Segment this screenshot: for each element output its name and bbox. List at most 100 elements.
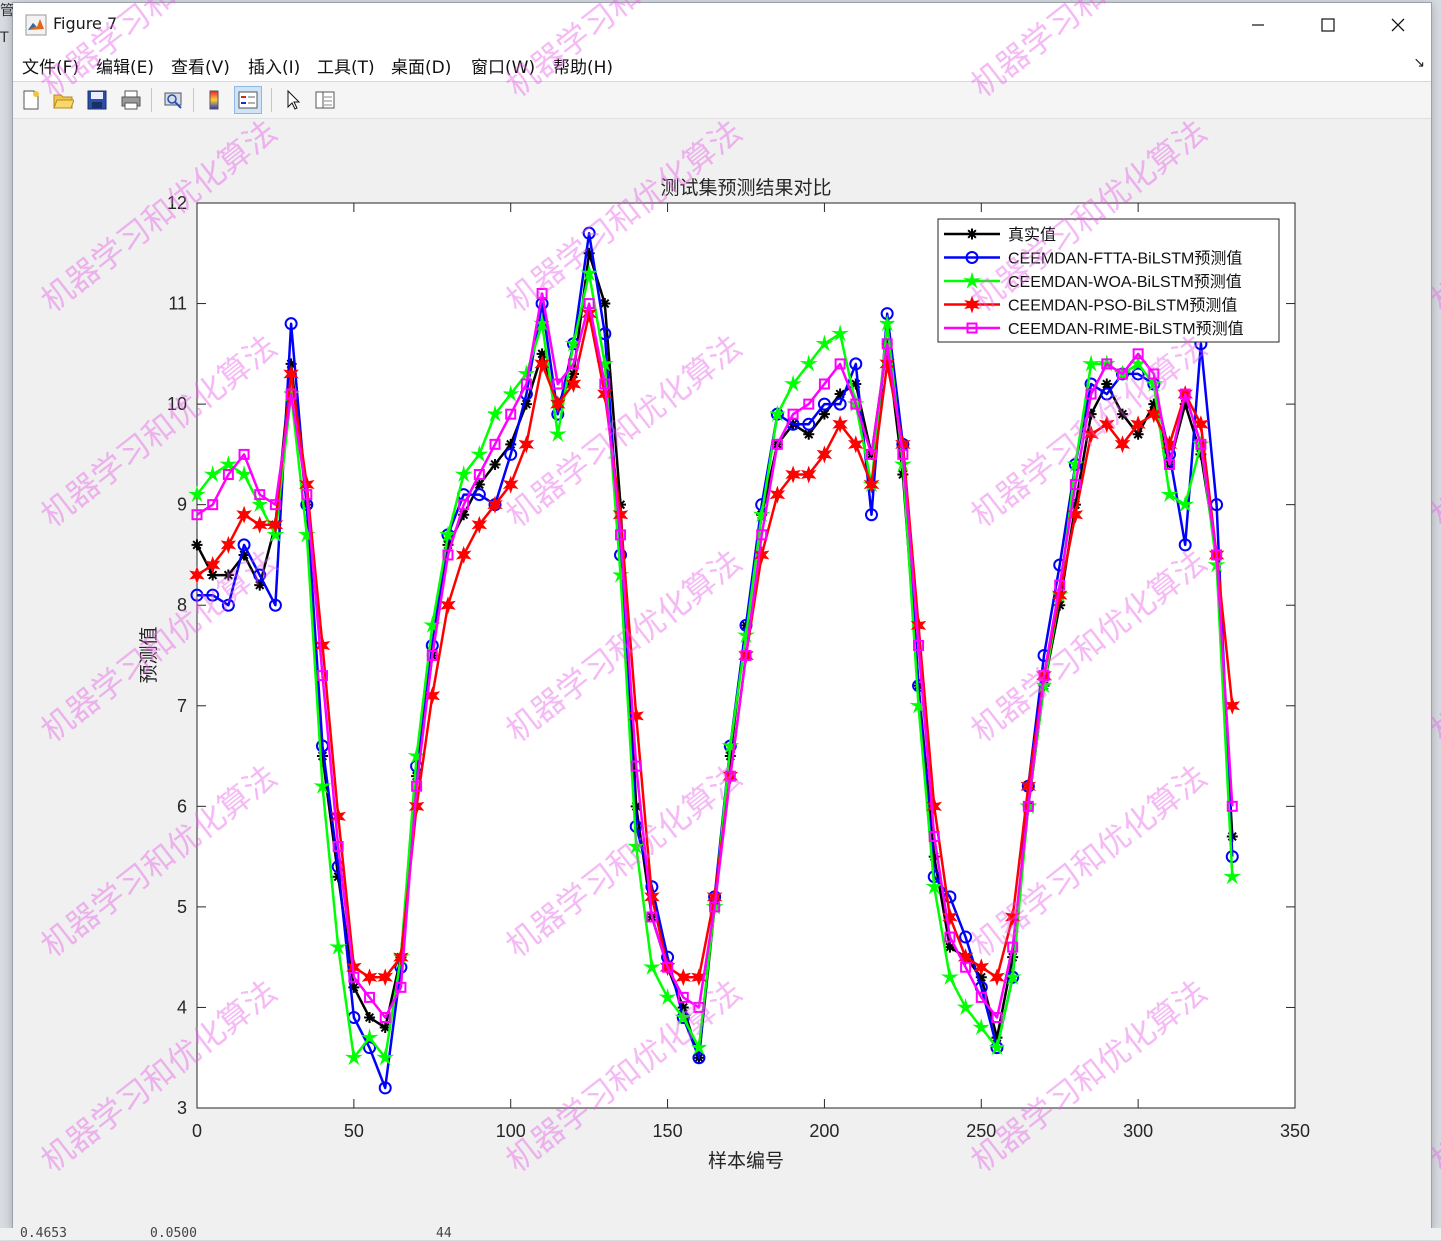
data-point (360, 1028, 379, 1046)
save-button[interactable] (83, 86, 111, 114)
property-inspector-icon (315, 91, 335, 109)
data-point (222, 469, 234, 480)
data-point (204, 556, 221, 574)
property-inspector-button[interactable] (311, 86, 339, 114)
data-point (693, 1001, 705, 1013)
maximize-icon (1321, 18, 1335, 32)
window-title: Figure 7 (53, 14, 118, 33)
minimize-button[interactable] (1223, 3, 1293, 47)
menu-desktop[interactable]: 桌面(D) (391, 58, 452, 78)
data-point (471, 515, 488, 534)
menu-view[interactable]: 查看(V) (171, 58, 230, 78)
data-point (959, 930, 973, 944)
print-preview-button[interactable] (159, 86, 187, 114)
background-value: 0.0500 (150, 1226, 197, 1241)
close-icon (1391, 18, 1405, 32)
print-button[interactable] (117, 86, 145, 114)
data-point (487, 404, 503, 422)
data-point (534, 354, 550, 373)
edit-plot-button[interactable] (279, 86, 307, 114)
data-point (599, 298, 611, 310)
maximize-button[interactable] (1293, 3, 1363, 47)
data-point (1160, 485, 1179, 503)
data-point (364, 991, 376, 1003)
data-point (235, 465, 254, 483)
data-point (926, 797, 943, 816)
x-tick-label: 350 (1280, 1121, 1310, 1141)
data-point (269, 499, 281, 511)
data-point (301, 489, 313, 501)
data-point (771, 438, 783, 450)
data-point (642, 957, 661, 975)
data-point (879, 354, 896, 373)
x-tick-label: 200 (809, 1121, 839, 1141)
menu-window[interactable]: 窗口(W) (471, 58, 536, 78)
data-point (818, 408, 830, 420)
data-point (1116, 368, 1128, 380)
data-point (803, 428, 815, 440)
title-bar[interactable]: Figure 7 (13, 3, 1431, 47)
menu-file[interactable]: 文件(F) (22, 58, 80, 78)
data-point (583, 298, 595, 310)
data-point (505, 438, 517, 450)
close-button[interactable] (1363, 3, 1433, 47)
data-point (1066, 454, 1085, 473)
legend-entry: CEEMDAN-RIME-BiLSTM预测值 (1008, 320, 1244, 338)
printer-icon (121, 90, 141, 110)
data-point (1211, 549, 1223, 561)
data-point (1054, 579, 1066, 591)
data-point (348, 981, 360, 993)
insert-legend-button[interactable] (234, 86, 262, 114)
data-point (928, 851, 940, 863)
data-point (222, 569, 234, 581)
data-point (1144, 374, 1163, 392)
data-point (376, 1048, 395, 1066)
data-point (850, 398, 862, 410)
dock-arrow-icon[interactable]: ↘ (1413, 55, 1425, 71)
open-file-button[interactable] (49, 86, 77, 114)
new-figure-button[interactable] (17, 86, 45, 114)
data-point (956, 997, 975, 1016)
data-point (207, 569, 219, 581)
background-value: 44 (436, 1226, 452, 1241)
data-point (677, 1001, 689, 1013)
data-point (472, 488, 486, 502)
background-value: 0.4653 (20, 1226, 67, 1241)
data-point (991, 1012, 1003, 1023)
data-point (1007, 941, 1019, 953)
legend-marker (964, 295, 980, 314)
data-point (1130, 415, 1146, 434)
menu-help[interactable]: 帮助(H) (553, 58, 614, 78)
data-point (1067, 505, 1084, 524)
data-point (785, 465, 801, 484)
data-point (940, 967, 959, 985)
data-point (502, 475, 519, 494)
data-point (379, 1022, 391, 1034)
data-point (646, 911, 658, 923)
data-point (313, 776, 332, 794)
menu-edit[interactable]: 编辑(E) (96, 58, 155, 78)
data-point (503, 384, 520, 402)
data-point (989, 968, 1005, 987)
insert-colorbar-button[interactable] (201, 86, 229, 114)
data-point (438, 525, 457, 543)
menu-tools[interactable]: 工具(T) (317, 58, 375, 78)
data-point (284, 317, 298, 331)
y-tick-label: 3 (177, 1098, 187, 1118)
data-point (1131, 367, 1145, 381)
menu-insert[interactable]: 插入(I) (248, 58, 301, 78)
data-point (251, 515, 268, 534)
data-point (442, 539, 454, 551)
data-point (831, 324, 850, 342)
data-point (1195, 438, 1207, 450)
data-point (238, 448, 250, 460)
data-point (330, 807, 347, 826)
x-tick-label: 0 (192, 1121, 202, 1141)
pointer-arrow-icon (287, 89, 301, 110)
data-point (787, 408, 799, 420)
y-tick-label: 10 (167, 394, 187, 414)
data-point (815, 334, 834, 352)
data-point (942, 907, 958, 926)
data-point (944, 941, 956, 953)
